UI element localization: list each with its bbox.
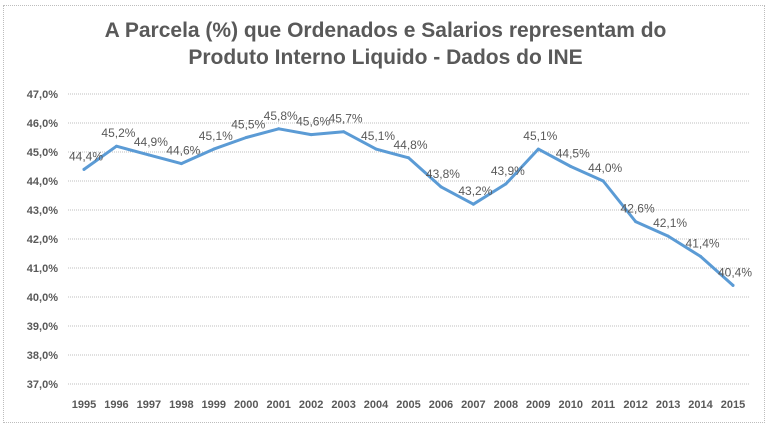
data-label: 43,9%: [491, 164, 525, 178]
y-tick-label: 42,0%: [27, 234, 58, 246]
x-tick-label: 2007: [461, 399, 485, 411]
x-axis: 1995 1996 1997 1998 1999 2000 2001 2002 2003 2004…: [72, 399, 745, 411]
x-tick-label: 1995: [72, 399, 96, 411]
data-label: 45,7%: [329, 112, 363, 126]
data-point: [147, 153, 151, 157]
data-point: [699, 254, 703, 258]
data-label: 42,6%: [621, 202, 655, 216]
x-tick-label: 1997: [137, 399, 161, 411]
data-labels: 44,4%45,2%44,9%44,6%45,1%45,5%45,8%45,6%…: [69, 109, 752, 280]
x-tick-label: 2009: [526, 399, 550, 411]
data-label: 42,1%: [653, 216, 687, 230]
data-point: [342, 130, 346, 134]
gridlines: [68, 93, 749, 385]
x-tick-label: 2011: [591, 399, 615, 411]
data-point: [569, 165, 573, 168]
x-tick-label: 2005: [396, 399, 420, 411]
data-point: [504, 182, 508, 186]
data-label: 43,2%: [458, 184, 492, 198]
chart-frame: [3, 5, 765, 423]
y-tick-label: 41,0%: [27, 263, 58, 275]
data-label: 44,5%: [556, 147, 590, 161]
x-tick-label: 2010: [559, 399, 583, 411]
data-point: [601, 179, 605, 183]
x-tick-label: 1998: [169, 399, 193, 411]
chart-title-line1: A Parcela (%) que Ordenados e Salarios r…: [104, 19, 667, 42]
y-tick-label: 45,0%: [27, 147, 58, 159]
data-point: [82, 167, 86, 171]
data-label: 44,8%: [393, 138, 427, 152]
data-point: [731, 283, 735, 287]
x-tick-label: 1996: [104, 399, 128, 411]
y-tick-label: 44,0%: [27, 176, 58, 188]
data-label: 44,6%: [166, 144, 200, 158]
data-label: 45,8%: [264, 109, 298, 123]
data-label: 41,4%: [686, 236, 720, 250]
x-tick-label: 2006: [429, 399, 453, 411]
data-label: 45,1%: [523, 129, 557, 143]
data-point: [179, 162, 183, 166]
data-label: 44,9%: [134, 135, 168, 149]
data-label: 40,4%: [718, 265, 752, 279]
data-point: [634, 220, 638, 224]
data-point: [244, 136, 248, 139]
x-tick-label: 2004: [364, 399, 389, 411]
y-tick-label: 43,0%: [27, 205, 58, 217]
data-point: [277, 127, 281, 131]
y-tick-label: 47,0%: [27, 89, 58, 101]
series-line: [82, 127, 735, 287]
x-tick-label: 2015: [721, 399, 745, 411]
data-label: 45,6%: [296, 115, 330, 129]
y-tick-label: 38,0%: [27, 350, 58, 362]
x-tick-label: 2013: [656, 399, 680, 411]
data-label: 44,0%: [588, 161, 622, 175]
data-label: 45,1%: [361, 129, 395, 143]
data-point: [666, 234, 670, 238]
y-tick-label: 40,0%: [27, 292, 58, 304]
data-point: [212, 147, 216, 151]
chart-title-line2: Produto Interno Liquido - Dados do INE: [188, 46, 583, 69]
data-point: [114, 144, 118, 148]
x-tick-label: 2000: [234, 399, 258, 411]
y-tick-label: 37,0%: [27, 379, 58, 391]
data-point: [309, 133, 313, 137]
data-point: [407, 156, 410, 160]
data-point: [536, 147, 540, 151]
x-tick-label: 2002: [299, 399, 323, 411]
data-label: 44,4%: [69, 149, 103, 163]
x-tick-label: 1999: [202, 399, 226, 411]
data-label: 43,8%: [426, 167, 460, 181]
chart-title: A Parcela (%) que Ordenados e Salarios r…: [0, 17, 771, 71]
data-label: 45,1%: [199, 129, 233, 143]
x-tick-label: 2001: [266, 399, 290, 411]
data-point: [374, 147, 378, 151]
x-tick-label: 2014: [688, 399, 713, 411]
data-point: [439, 185, 443, 189]
x-tick-label: 2003: [331, 399, 355, 411]
x-tick-label: 2012: [623, 399, 647, 411]
x-tick-label: 2008: [494, 399, 518, 411]
data-label: 45,5%: [231, 118, 265, 132]
y-axis: 47,0% 46,0% 45,0% 44,0% 43,0% 42,0% 41,0% 40,0%…: [27, 89, 58, 391]
data-label: 45,2%: [101, 126, 135, 140]
y-tick-label: 39,0%: [27, 321, 58, 333]
y-tick-label: 46,0%: [27, 118, 58, 130]
data-point: [471, 202, 475, 206]
